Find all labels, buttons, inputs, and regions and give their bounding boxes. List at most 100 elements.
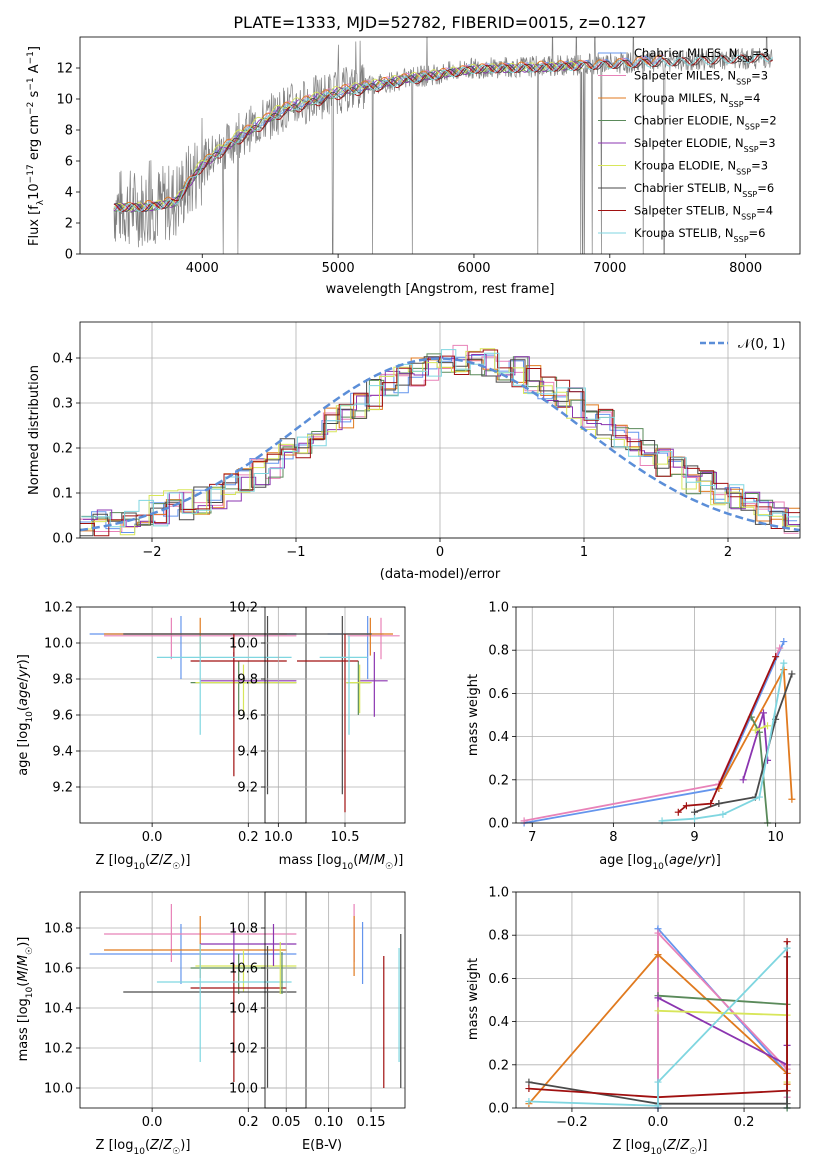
residuals-marks [79, 344, 801, 537]
weight-vs-age-point-marker [691, 808, 699, 816]
age-vs-mass-ytick-label: 9.4 [237, 745, 258, 760]
weight-vs-Z-xtick-label: −0.2 [556, 1115, 588, 1130]
mass-vs-ebv-ytick-label: 10.2 [229, 1042, 258, 1057]
age-vs-Z-axes: 0.0 0.2 9.2 9.4 9.6 9.8 10.0 10.2 [44, 601, 307, 845]
residuals-xlabel: (data-model)/error [380, 567, 501, 582]
weight-vs-Z-axes: −0.2 0.0 0.2 0.0 0.2 0.4 0.6 0.8 1.0 [488, 886, 801, 1130]
weight-vs-age-point-marker [788, 795, 796, 803]
mass-vs-Z-xtick-label: 0.2 [238, 1115, 259, 1130]
spectrum-marks [113, 37, 773, 254]
weight-vs-Z-series-line [528, 941, 788, 1099]
panel-weight-vs-Z: −0.2 0.0 0.2 0.0 0.2 0.4 0.6 0.8 1.0 Z [log10(Z/… [466, 886, 801, 1157]
age-vs-mass-frame [264, 606, 406, 824]
age-vs-mass-ytick-label: 10.0 [229, 637, 258, 652]
mass-vs-Z-ytick-label: 10.4 [44, 1002, 73, 1017]
panel-spectrum: 4000 5000 6000 7000 8000 0 2 4 6 8 10 12 wavelength… [26, 36, 801, 297]
mass-vs-ebv-xtick-label: 0.10 [314, 1115, 343, 1130]
weight-vs-age-series-line [755, 724, 768, 731]
mass-vs-Z-axes: 0.0 0.2 10.0 10.2 10.4 10.6 10.8 [44, 891, 307, 1130]
weight-vs-age-xtick-label: 9 [690, 830, 698, 845]
weight-vs-Z-series-line [657, 930, 788, 1106]
weight-vs-age-point-marker [759, 709, 767, 717]
spectrum-axes: 4000 5000 6000 7000 8000 0 2 4 6 8 10 12 [56, 36, 801, 276]
weight-vs-age-point-marker [715, 800, 723, 808]
weight-vs-age-frame [515, 606, 801, 824]
weight-vs-Z-point-marker [654, 951, 662, 959]
legend-spectrum-label: Salpeter MILES, NSSP=3 [634, 69, 768, 87]
spectrum-ytick-label: 0 [65, 248, 73, 263]
spectrum-model-line [113, 61, 583, 212]
residuals-hist-salpeter-elodie [82, 354, 800, 527]
panel-weight-vs-age: 7 8 9 10 0.0 0.2 0.4 0.6 0.8 1.0 age [log10(age/y… [466, 601, 801, 872]
mass-vs-ebv-xtick-label: 0.15 [357, 1115, 386, 1130]
plot-area-mass-vs-Z: 0.0 0.2 10.0 10.2 10.4 10.6 10.8 [44, 891, 307, 1130]
weight-vs-age-xtick-label: 7 [528, 830, 536, 845]
weight-vs-Z-point-marker [783, 1100, 791, 1108]
weight-vs-age-ytick-label: 0.8 [488, 644, 509, 659]
residuals-normal-curve [79, 357, 801, 532]
residuals-axes: −2 −1 0 1 2 0.0 0.1 0.2 0.3 0.4 [52, 321, 801, 560]
figure-title: PLATE=1333, MJD=52782, FIBERID=0015, z=0… [233, 13, 646, 32]
weight-vs-Z-point-marker [525, 1085, 533, 1093]
age-vs-mass-ytick-label: 9.6 [237, 709, 258, 724]
weight-vs-age-ytick-label: 0.6 [488, 687, 509, 702]
mass-vs-Z-frame [79, 891, 307, 1109]
spectrum-ytick-label: 6 [65, 155, 73, 170]
age-vs-Z-xtick-label: 0.0 [142, 830, 163, 845]
mass-vs-Z-ytick-label: 10.8 [44, 922, 73, 937]
weight-vs-Z-ytick-label: 1.0 [488, 886, 509, 901]
mass-vs-ebv-ytick-label: 10.0 [229, 1082, 258, 1097]
legend-spectrum-label: Chabrier MILES, NSSP=3 [634, 46, 769, 64]
spectrum-ylabel: Flux [fλ10−17 erg cm−2 s−1 A−1] [26, 46, 46, 246]
residuals-ytick-label: 0.3 [52, 397, 73, 412]
legend-spectrum-label: Kroupa MILES, NSSP=4 [634, 91, 760, 109]
weight-vs-Z-point-marker [654, 1078, 662, 1086]
residuals-hist-kroupa-elodie [80, 348, 798, 536]
spectrum-xtick-label: 4000 [186, 261, 219, 276]
weight-vs-Z-point-marker [654, 929, 662, 937]
age-vs-mass-grid [265, 606, 405, 823]
weight-vs-Z-ytick-label: 0.2 [488, 1058, 509, 1073]
panel-age-vs-Z: 0.0 0.2 9.2 9.4 9.6 9.8 10.0 10.2 Z [log10(Z/Z☉… [16, 601, 307, 872]
mass-vs-Z-ytick-label: 10.2 [44, 1042, 73, 1057]
weight-vs-age-point-marker [751, 726, 759, 734]
weight-vs-Z-series-line [657, 997, 788, 1067]
weight-vs-age-point-marker [739, 776, 747, 784]
weight-vs-age-xtick-label: 10 [767, 830, 784, 845]
spectrum-xtick-label: 7000 [593, 261, 626, 276]
weight-vs-Z-point-marker [783, 1087, 791, 1095]
plot-area-residuals: −2 −1 0 1 2 0.0 0.1 0.2 0.3 0.4 [52, 321, 801, 560]
weight-vs-Z-marks [525, 925, 791, 1112]
residuals-ytick-label: 0.2 [52, 442, 73, 457]
mass-vs-ebv-ytick-label: 10.6 [229, 962, 258, 977]
plot-area-age-vs-Z: 0.0 0.2 9.2 9.4 9.6 9.8 10.0 10.2 [44, 601, 307, 845]
weight-vs-age-ytick-label: 0.4 [488, 730, 509, 745]
legend-spectrum-label: Chabrier STELIB, NSSP=6 [634, 181, 774, 199]
weight-vs-age-marks [520, 638, 796, 827]
legend-residuals: 𝒩(0, 1) [700, 337, 785, 352]
weight-vs-age-point-marker [674, 808, 682, 816]
age-vs-Z-xlabel: Z [log10(Z/Z☉)] [96, 853, 191, 872]
age-vs-Z-ylabel: age [log10(age/yr)] [16, 654, 35, 776]
age-vs-mass-marks [269, 616, 400, 813]
age-vs-Z-ytick-label: 9.2 [52, 781, 73, 796]
age-vs-mass-ytick-label: 10.2 [229, 601, 258, 616]
age-vs-Z-ytick-label: 10.0 [44, 637, 73, 652]
panel-age-vs-mass: 10.0 10.5 9.2 9.4 9.6 9.8 10.0 10.2 mass [log10… [229, 601, 406, 872]
mass-vs-Z-ytick-label: 10.0 [44, 1082, 73, 1097]
weight-vs-age-point-marker [707, 800, 715, 808]
weight-vs-age-point-marker [788, 670, 796, 678]
mass-vs-ebv-ytick-label: 10.4 [229, 1002, 258, 1017]
residuals-ytick-label: 0.4 [52, 352, 73, 367]
residuals-xtick-label: 0 [436, 545, 444, 560]
mass-vs-ebv-xtick-label: 0.05 [272, 1115, 301, 1130]
weight-vs-age-axes: 7 8 9 10 0.0 0.2 0.4 0.6 0.8 1.0 [488, 601, 801, 845]
mass-vs-Z-xlabel: Z [log10(Z/Z☉)] [96, 1138, 191, 1157]
mass-vs-Z-ylabel: mass [log10(M/M☉)] [16, 937, 35, 1062]
mass-vs-ebv-xlabel: E(B-V) [302, 1138, 342, 1153]
panel-mass-vs-Z: 0.0 0.2 10.0 10.2 10.4 10.6 10.8 Z [log10(Z/Z☉… [16, 891, 307, 1157]
residuals-ylabel: Normed distribution [27, 365, 42, 495]
spectrum-ytick-label: 12 [56, 62, 73, 77]
age-vs-mass-xlabel: mass [log10(M/M☉)] [279, 853, 404, 872]
